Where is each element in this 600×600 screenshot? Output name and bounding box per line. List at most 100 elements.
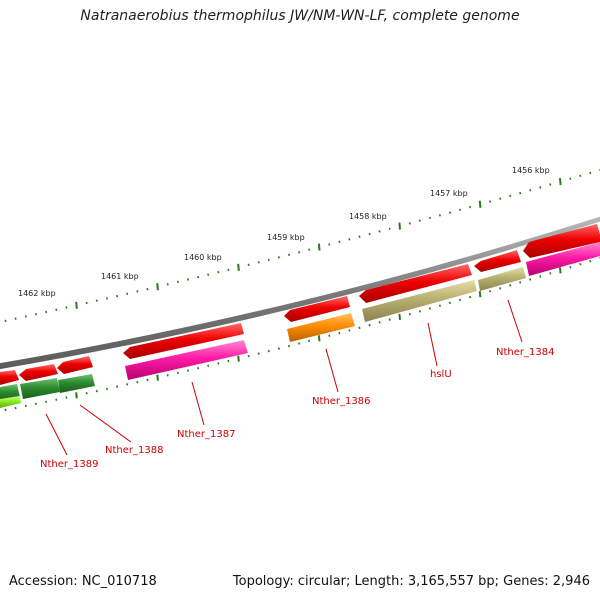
minor-tick <box>287 253 291 257</box>
gene-label-nther-1389: Nther_1389 <box>40 459 98 470</box>
major-tick <box>317 243 321 251</box>
feature-track-nther-1387[interactable] <box>125 340 248 380</box>
minor-tick <box>348 238 351 241</box>
feature-track-nther-1389[interactable] <box>20 378 60 399</box>
cds-forward-nther-1389[interactable] <box>19 364 58 381</box>
genome-backbone <box>0 216 600 370</box>
minor-tick <box>197 275 200 279</box>
minor-tick <box>136 380 139 384</box>
minor-tick <box>146 378 149 382</box>
minor-tick <box>14 317 17 320</box>
minor-tick <box>105 387 109 391</box>
minor-tick <box>489 290 492 293</box>
minor-tick <box>328 334 331 337</box>
cds-forward-hslu[interactable] <box>359 264 472 303</box>
scale-label-1458: 1458 kbp <box>349 212 387 221</box>
feature-track-nther-1388[interactable] <box>58 374 95 393</box>
major-tick <box>156 374 159 381</box>
feature-track-nther-1390-lime[interactable] <box>0 396 21 408</box>
minor-tick <box>469 205 472 209</box>
minor-tick <box>247 263 250 267</box>
minor-tick <box>277 347 280 350</box>
minor-tick <box>579 262 582 266</box>
minor-tick <box>428 216 431 220</box>
major-tick <box>237 355 240 362</box>
feature-track-hslu[interactable] <box>362 280 477 322</box>
minor-tick <box>338 331 341 335</box>
minor-tick <box>34 402 37 406</box>
minor-tick <box>257 352 260 355</box>
minor-tick <box>418 219 421 222</box>
gene-leader-lines <box>45 299 523 456</box>
minor-tick <box>519 281 522 284</box>
minor-tick <box>166 283 169 286</box>
cds-forward-nther-1387[interactable] <box>123 323 244 359</box>
minor-tick <box>458 298 462 302</box>
cds-forward-nther-1384[interactable] <box>523 224 600 258</box>
inner-tick-ring <box>4 257 600 412</box>
minor-tick <box>116 385 119 388</box>
minor-tick <box>499 197 502 200</box>
minor-tick <box>529 188 532 192</box>
minor-tick <box>509 284 512 287</box>
scale-label-1462: 1462 kbp <box>18 289 56 298</box>
minor-tick <box>589 259 592 263</box>
minor-tick <box>34 312 37 316</box>
feature-track-nther-1386[interactable] <box>287 313 355 342</box>
minor-tick <box>569 266 572 269</box>
minor-tick <box>388 318 391 321</box>
minor-tick <box>136 290 139 293</box>
minor-tick <box>176 371 179 375</box>
minor-tick <box>308 248 311 251</box>
minor-tick <box>4 408 7 412</box>
minor-tick <box>539 186 542 189</box>
minor-tick <box>95 299 98 302</box>
gene-label-nther-1386: Nther_1386 <box>312 396 370 407</box>
cds-forward-nther-1386[interactable] <box>284 296 350 322</box>
minor-tick <box>539 275 542 278</box>
map-title: Natranaerobius thermophilus JW/NM-WN-LF,… <box>80 8 520 24</box>
minor-tick <box>45 310 48 314</box>
major-tick <box>559 178 562 186</box>
minor-tick <box>388 227 391 231</box>
minor-tick <box>438 214 441 217</box>
cds-forward-nther-1385[interactable] <box>474 250 521 272</box>
gene-label-nther-1388: Nther_1388 <box>105 445 163 456</box>
feature-track-nther-1384[interactable] <box>526 242 600 276</box>
minor-tick <box>298 342 301 345</box>
scale-label-1457: 1457 kbp <box>430 189 468 198</box>
minor-tick <box>197 366 200 370</box>
minor-tick <box>549 272 552 275</box>
minor-tick <box>65 396 68 399</box>
minor-tick <box>469 295 472 299</box>
minor-tick <box>55 398 58 401</box>
minor-tick <box>298 251 301 254</box>
major-tick <box>398 313 401 320</box>
minor-tick <box>116 294 119 298</box>
minor-tick <box>287 344 291 348</box>
minor-tick <box>418 310 421 313</box>
minor-tick <box>65 306 68 309</box>
accession-text: Accession: NC_010718 <box>9 574 157 589</box>
minor-tick <box>308 339 311 343</box>
major-tick <box>478 291 482 298</box>
minor-tick <box>95 389 98 393</box>
major-tick <box>398 222 401 230</box>
scale-label-1460: 1460 kbp <box>184 253 222 262</box>
cds-forward-nther-1390[interactable] <box>0 370 19 385</box>
minor-tick <box>569 177 572 180</box>
major-tick <box>317 335 321 342</box>
feature-track-nther-1385[interactable] <box>478 267 526 291</box>
gene-label-hslu: hslU <box>430 369 452 380</box>
major-tick <box>156 283 159 291</box>
cds-forward-nther-1388[interactable] <box>57 356 93 374</box>
minor-tick <box>24 315 27 318</box>
minor-tick <box>358 235 361 238</box>
minor-tick <box>24 404 27 408</box>
minor-tick <box>55 308 58 312</box>
outer-tick-ring <box>4 169 600 323</box>
minor-tick <box>227 359 230 363</box>
minor-tick <box>217 270 220 274</box>
minor-tick <box>227 268 230 272</box>
